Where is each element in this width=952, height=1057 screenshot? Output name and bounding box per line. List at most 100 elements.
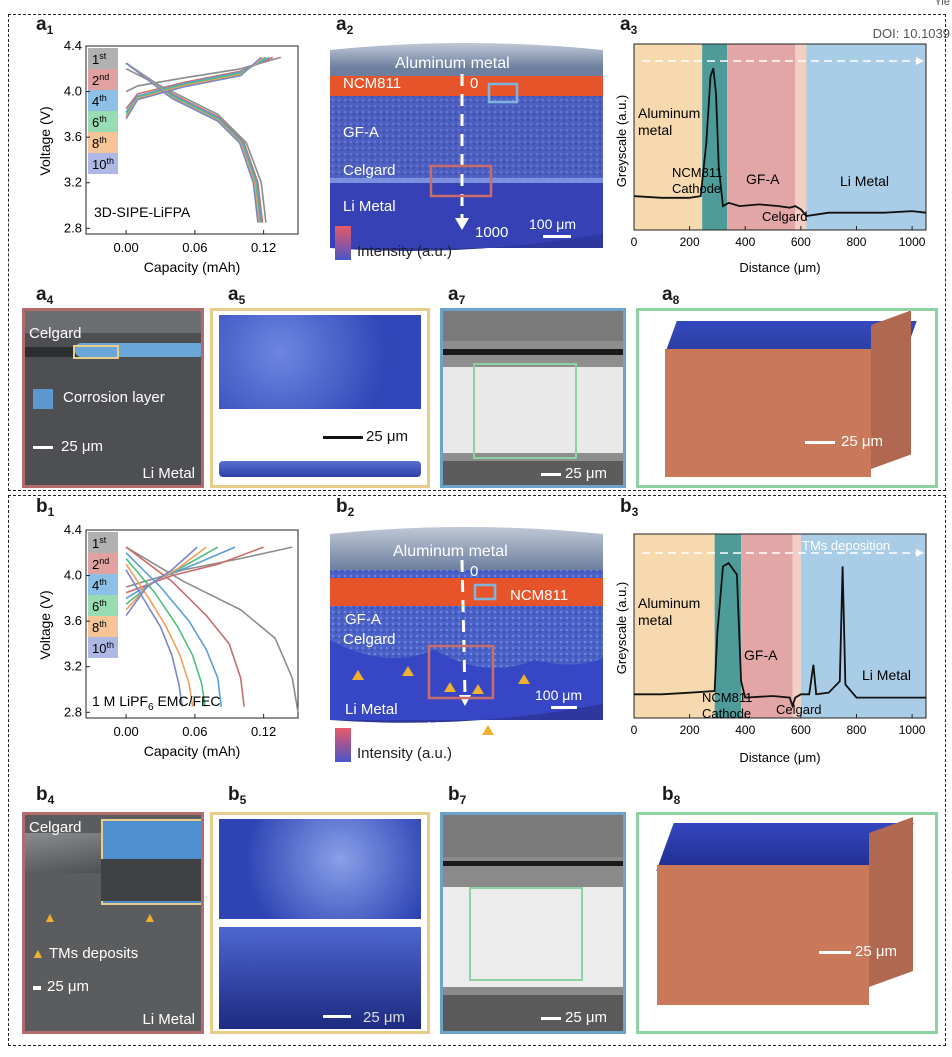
b3-al1: Aluminum	[638, 595, 700, 611]
a4-celgard-text: Celgard	[29, 325, 82, 342]
chart-b3-greyscale: 0 200 400 600 800 1000 Greyscale (a.u.) Dista…	[614, 533, 927, 765]
chart-a3-ylabel: Greyscale (a.u.)	[614, 95, 629, 187]
b1-cycle-label: 4th	[92, 577, 107, 593]
b1-cycle-swatch	[88, 616, 118, 637]
chart-b1-voltage: 1st 2nd 4th 6th 8th 10th 4.4 4.0 3.6 3.2 2.8 0.00…	[37, 522, 299, 759]
b3-celgard: Celgard	[776, 702, 822, 717]
b3-gfa: GF-A	[744, 647, 778, 663]
a3-li: Li Metal	[840, 173, 889, 189]
section-b-box	[8, 495, 946, 1046]
a1-cycle-label: 8th	[92, 135, 107, 151]
b3-li: Li Metal	[862, 667, 911, 683]
b1-xtick-label: 0.06	[182, 724, 207, 739]
a3-region-0	[634, 44, 703, 230]
a1-xtick-label: 0.12	[251, 240, 276, 255]
b6-scale-text: 25 μm	[363, 1009, 405, 1026]
a3-ncm2: Cathode	[672, 181, 721, 196]
b2-intensity-text: Intensity (a.u.)	[357, 745, 452, 762]
b1-series-1st-charge	[125, 546, 293, 588]
a3-xtick-label: 200	[680, 235, 700, 249]
a1-series-10th-charge	[125, 56, 262, 120]
label-a4: a4	[36, 284, 54, 307]
b2-gfa-text: GF-A	[345, 611, 381, 628]
chart-a1-xlabel: Capacity (mAh)	[144, 259, 240, 275]
b3-xtick-label: 0	[631, 723, 638, 737]
b2-tms-text: TMs deposits	[497, 724, 575, 739]
label-a7: a7	[448, 284, 466, 307]
a2-scale-text: 100 μm	[529, 216, 576, 232]
b3-region-2	[741, 534, 793, 718]
label-a3: a3	[620, 14, 638, 37]
a1-xtick-label: 0.06	[182, 240, 207, 255]
b2-celgard-text: Celgard	[343, 631, 396, 648]
panel-a5-a6: 25 μm	[210, 308, 430, 488]
b1-xtick-label: 0.12	[251, 724, 276, 739]
a1-cycle-swatch	[88, 48, 118, 69]
chart-b3-ylabel: Greyscale (a.u.)	[614, 582, 629, 674]
b2-li-text: Li Metal	[345, 701, 398, 718]
b1-series-4th-charge	[125, 546, 236, 600]
b1-cycle-label: 1st	[92, 535, 107, 551]
a1-cycle-label: 6th	[92, 114, 107, 130]
a3-region-2	[727, 44, 796, 230]
corner-text: Yie	[934, 0, 951, 8]
a1-cycle-swatch	[88, 90, 118, 111]
doi-text: DOI: 10.1039	[872, 26, 950, 41]
a1-cycle-swatch	[88, 111, 118, 132]
b3-region-4	[800, 534, 926, 718]
a1-cycle-label: 4th	[92, 93, 107, 109]
a1-cycle-label: 1st	[92, 51, 107, 67]
b3-region-0	[634, 534, 715, 718]
label-a1: a1	[36, 14, 54, 37]
b1-cycle-label: 10th	[92, 640, 114, 656]
label-b7: b7	[448, 784, 467, 807]
label-b8: b8	[662, 784, 681, 807]
panel-b5-b6: 25 μm	[210, 812, 430, 1034]
b2-scalebar	[551, 706, 577, 709]
chart-b1-sample: 1 M LiPF6 EMC/FEC	[92, 693, 220, 713]
b1-cycle-label: 8th	[92, 619, 107, 635]
chart-a3-frame	[633, 43, 927, 231]
a3-region-3	[795, 44, 807, 230]
a1-cycle-swatch	[88, 69, 118, 90]
a4-li-text: Li Metal	[142, 465, 195, 482]
a2-gfa-text: GF-A	[343, 124, 379, 141]
a3-xtick-label: 400	[735, 235, 755, 249]
a1-cycle-swatch	[88, 153, 118, 174]
b1-cycle-label: 6th	[92, 598, 107, 614]
b3-xtick-label: 1000	[899, 723, 926, 737]
chart-a3-greyscale: 0 200 400 600 800 1000 Greyscale (a.u.) Dista…	[614, 43, 927, 275]
b1-ytick-label: 4.0	[64, 568, 82, 583]
a8-scale-text: 25 μm	[841, 433, 883, 450]
chart-a1-voltage: 1st 2nd 4th 6th 8th 10th 4.4 4.0 3.6 3.2 2.8 0.00…	[37, 38, 299, 275]
b3-xtick-label: 200	[680, 723, 700, 737]
label-a8: a8	[662, 284, 680, 307]
panel-a4: Celgard Corrosion layer 25 μm Li Metal	[22, 308, 204, 488]
b3-xtick-label: 800	[846, 723, 866, 737]
label-a2: a2	[336, 14, 354, 37]
a2-scalebar	[543, 235, 571, 238]
a3-xtick-label: 800	[846, 235, 866, 249]
a2-thousand-text: 1000	[475, 224, 508, 241]
a3-profile-line	[633, 68, 927, 217]
chart-a1-ylabel: Voltage (V)	[37, 106, 53, 175]
a3-xtick-label: 0	[631, 235, 638, 249]
chart-b1-xlabel: Capacity (mAh)	[144, 743, 240, 759]
b2-thousand-text: 1000	[425, 719, 458, 736]
b1-ytick-label: 3.2	[64, 659, 82, 674]
b7-scale-text: 25 μm	[565, 1009, 607, 1026]
a5-scale-text: 25 μm	[366, 428, 408, 445]
chart-a3-xlabel: Distance (μm)	[739, 260, 820, 275]
b4-celgard-text: Celgard	[29, 819, 82, 836]
a1-cycle-swatch	[88, 132, 118, 153]
b3-ncm1: NCM811	[702, 690, 752, 705]
a2-intensity-bar	[335, 226, 351, 260]
label-b2: b2	[336, 496, 355, 519]
a3-xtick-label: 600	[791, 235, 811, 249]
b3-al2: metal	[638, 612, 672, 628]
b3-region-1	[714, 534, 742, 718]
a2-ncm-text: NCM811	[343, 75, 401, 92]
a1-series-10th-discharge	[125, 62, 259, 223]
b1-series-8th-charge	[125, 546, 207, 611]
b1-cycle-swatch	[88, 574, 118, 595]
